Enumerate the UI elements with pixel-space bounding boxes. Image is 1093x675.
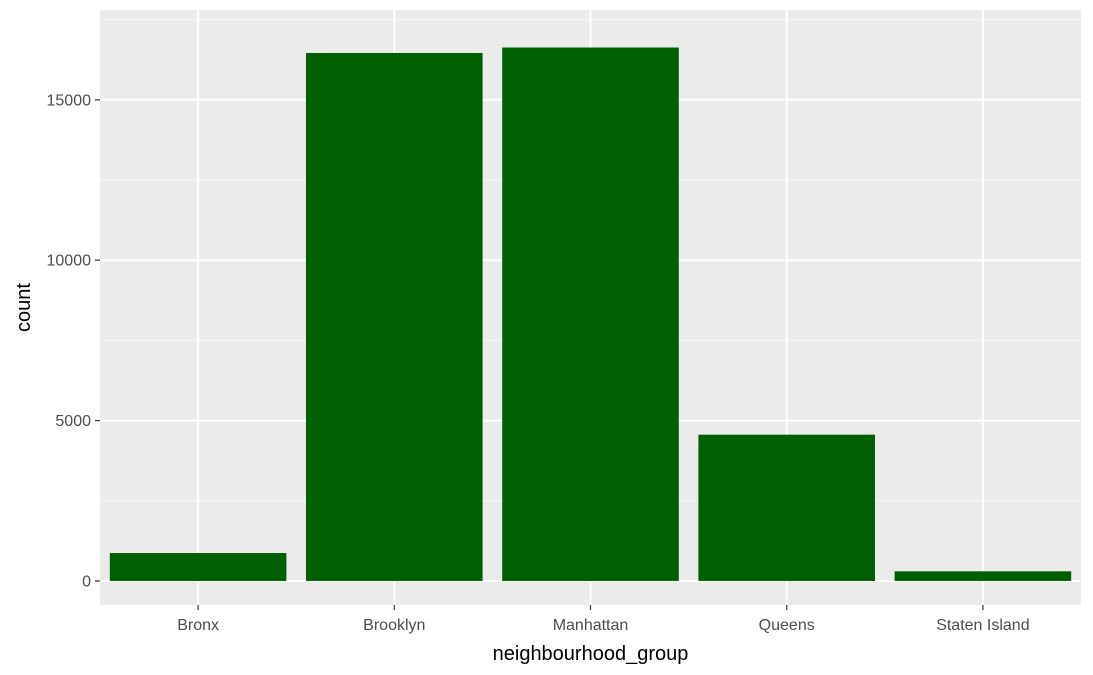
bars-group: [109, 47, 1072, 581]
x-axis-title: neighbourhood_group: [493, 643, 689, 665]
y-axis-title: count: [13, 283, 35, 332]
bar-bronx: [109, 553, 287, 581]
x-axis: Bronx Brooklyn Manhattan Queens Staten Islan…: [177, 605, 1030, 634]
y-tick-label: 5000: [55, 413, 91, 430]
x-tick-label: Queens: [759, 617, 815, 634]
bar-staten-island: [894, 571, 1072, 581]
bar-queens: [698, 434, 875, 581]
y-tick-label: 10000: [47, 253, 92, 270]
x-tick-label: Bronx: [177, 617, 219, 634]
x-tick-label: Manhattan: [553, 617, 629, 634]
y-axis: 0 5000 10000 15000: [47, 92, 100, 590]
bar-manhattan: [502, 47, 679, 581]
x-tick-label: Brooklyn: [363, 617, 425, 634]
y-tick-label: 15000: [47, 92, 92, 109]
bar-brooklyn: [306, 52, 483, 581]
x-tick-label: Staten Island: [936, 617, 1029, 634]
y-tick-label: 0: [82, 573, 91, 590]
